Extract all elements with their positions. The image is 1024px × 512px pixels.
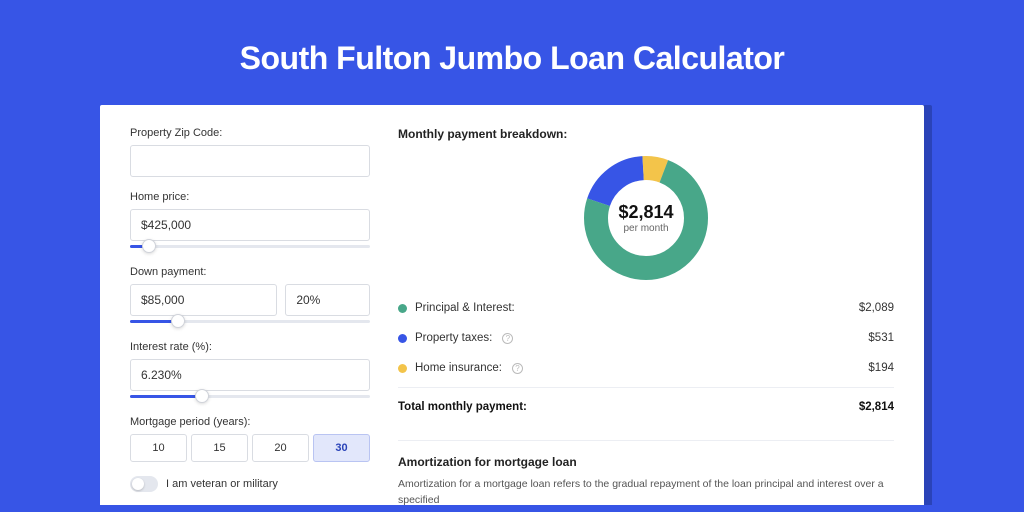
inputs-column: Property Zip Code: Home price: Down paym… [130,127,370,505]
mortgage-period-segments: 10152030 [130,434,370,462]
mortgage-period-label: Mortgage period (years): [130,416,370,428]
zip-label: Property Zip Code: [130,127,370,139]
legend-row: Principal & Interest: $2,089 [398,293,894,323]
slider-fill [130,395,202,398]
amortization-text: Amortization for a mortgage loan refers … [398,477,894,505]
home-price-slider[interactable] [130,242,370,252]
legend-row: Home insurance:? $194 [398,353,894,383]
total-value: $2,814 [859,401,894,413]
veteran-label: I am veteran or military [166,478,278,490]
donut-value: $2,814 [618,202,673,223]
breakdown-legend: Principal & Interest: $2,089 Property taxe… [398,293,894,383]
veteran-toggle[interactable] [130,476,158,492]
period-option-15[interactable]: 15 [191,434,248,462]
legend-row: Property taxes:? $531 [398,323,894,353]
down-payment-slider[interactable] [130,317,370,327]
donut-container: $2,814 per month [398,149,894,293]
period-option-20[interactable]: 20 [252,434,309,462]
amortization-section: Amortization for mortgage loan Amortizat… [398,440,894,505]
legend-dot [398,334,407,343]
slider-thumb[interactable] [195,389,209,403]
breakdown-column: Monthly payment breakdown: $2,814 per mo… [398,127,894,505]
legend-dot [398,304,407,313]
legend-label: Home insurance: [415,362,502,374]
down-payment-field: Down payment: [130,266,370,327]
calculator-card: Property Zip Code: Home price: Down paym… [100,105,924,505]
legend-value: $194 [868,362,894,374]
interest-rate-field: Interest rate (%): [130,341,370,402]
slider-track [130,245,370,248]
legend-value: $531 [868,332,894,344]
period-option-30[interactable]: 30 [313,434,370,462]
slider-thumb[interactable] [142,239,156,253]
info-icon[interactable]: ? [502,333,513,344]
breakdown-heading: Monthly payment breakdown: [398,127,894,141]
mortgage-period-field: Mortgage period (years): 10152030 [130,416,370,462]
period-option-10[interactable]: 10 [130,434,187,462]
legend-dot [398,364,407,373]
interest-rate-label: Interest rate (%): [130,341,370,353]
slider-thumb[interactable] [171,314,185,328]
down-payment-label: Down payment: [130,266,370,278]
payment-donut-chart: $2,814 per month [583,155,709,281]
divider [398,387,894,388]
zip-input[interactable] [130,145,370,177]
donut-center: $2,814 per month [583,155,709,281]
zip-field: Property Zip Code: [130,127,370,177]
home-price-input[interactable] [130,209,370,241]
donut-subtext: per month [623,223,668,234]
legend-value: $2,089 [859,302,894,314]
down-payment-input[interactable] [130,284,277,316]
info-icon[interactable]: ? [512,363,523,374]
legend-label: Principal & Interest: [415,302,515,314]
amortization-heading: Amortization for mortgage loan [398,455,894,469]
veteran-row: I am veteran or military [130,476,370,492]
legend-label: Property taxes: [415,332,492,344]
home-price-label: Home price: [130,191,370,203]
interest-rate-slider[interactable] [130,392,370,402]
down-payment-pct-input[interactable] [285,284,370,316]
home-price-field: Home price: [130,191,370,252]
total-row: Total monthly payment: $2,814 [398,392,894,422]
interest-rate-input[interactable] [130,359,370,391]
page-title: South Fulton Jumbo Loan Calculator [0,0,1024,105]
total-label: Total monthly payment: [398,401,527,413]
